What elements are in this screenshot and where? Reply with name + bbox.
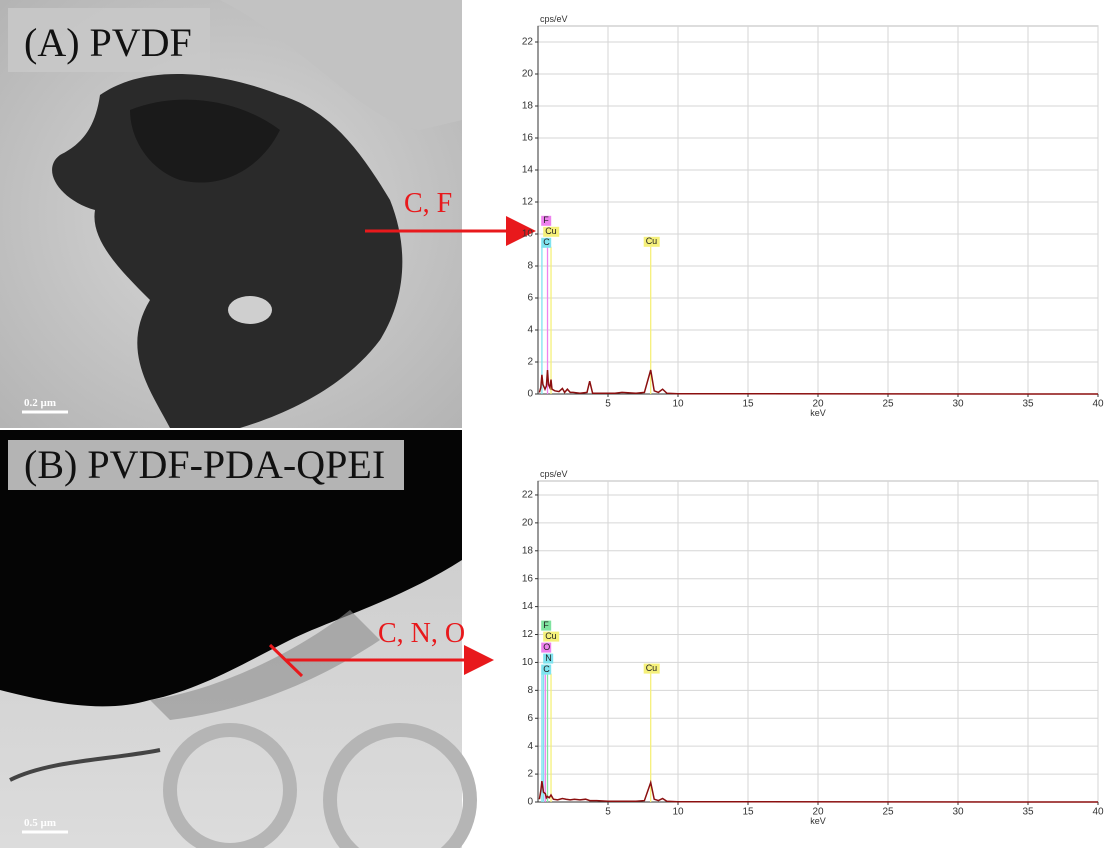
y-tick-label: 10: [522, 657, 534, 668]
y-tick-label: 14: [522, 165, 534, 176]
x-tick-label: 20: [812, 807, 824, 818]
y-tick-label: 22: [522, 37, 534, 48]
y-tick-label: 12: [522, 629, 534, 640]
scale-bar-label: 0.2 µm: [24, 397, 56, 409]
spectrum-line: [538, 779, 1099, 803]
y-tick-label: 18: [522, 545, 534, 556]
element-label: Cu: [646, 236, 658, 246]
y-axis-label: cps/eV: [540, 14, 568, 24]
y-tick-label: 16: [522, 133, 534, 144]
x-tick-label: 30: [952, 399, 964, 410]
element-label-bg: [541, 642, 552, 653]
element-label: C: [543, 237, 550, 247]
element-label: F: [543, 215, 549, 225]
element-label: Cu: [545, 631, 557, 641]
element-label: Cu: [646, 663, 658, 673]
x-tick-label: 30: [952, 807, 964, 818]
element-label: O: [543, 642, 550, 652]
y-tick-label: 4: [527, 325, 533, 336]
y-tick-label: 12: [522, 197, 534, 208]
element-label-bg: [541, 620, 552, 631]
y-tick-label: 0: [527, 797, 533, 808]
element-label: N: [545, 653, 552, 663]
element-label: C: [543, 664, 550, 674]
panel-label: (A) PVDF: [24, 20, 192, 65]
element-label-bg: [643, 663, 660, 674]
x-tick-label: 25: [882, 399, 894, 410]
y-tick-label: 20: [522, 518, 534, 529]
y-tick-label: 10: [522, 229, 534, 240]
element-label-bg: [643, 236, 660, 247]
x-tick-label: 40: [1092, 399, 1104, 410]
y-tick-label: 6: [527, 293, 533, 304]
y-tick-label: 16: [522, 573, 534, 584]
x-tick-label: 5: [605, 399, 611, 410]
y-axis-label: cps/eV: [540, 469, 568, 479]
element-label-bg: [541, 664, 552, 675]
tem-image-b: [0, 430, 477, 848]
x-tick-label: 20: [812, 399, 824, 410]
x-tick-label: 25: [882, 807, 894, 818]
element-label-bg: [543, 226, 560, 237]
element-label-bg: [543, 653, 554, 664]
x-tick-label: 15: [742, 807, 754, 818]
element-label-bg: [541, 215, 552, 226]
y-tick-label: 4: [527, 741, 533, 752]
y-tick-label: 18: [522, 101, 534, 112]
scale-bar-label: 0.5 µm: [24, 817, 56, 829]
element-label: Cu: [545, 226, 557, 236]
element-label: F: [543, 620, 549, 630]
y-tick-label: 6: [527, 713, 533, 724]
tem-image-a: [0, 0, 462, 428]
y-tick-label: 8: [527, 261, 533, 272]
y-tick-label: 0: [527, 389, 533, 400]
x-tick-label: 35: [1022, 807, 1034, 818]
x-axis-label: keV: [810, 408, 826, 418]
y-tick-label: 8: [527, 685, 533, 696]
x-tick-label: 15: [742, 399, 754, 410]
x-tick-label: 35: [1022, 399, 1034, 410]
x-tick-label: 40: [1092, 807, 1104, 818]
y-tick-label: 14: [522, 601, 534, 612]
y-tick-label: 20: [522, 69, 534, 80]
element-label-bg: [541, 237, 552, 248]
spectrum-line: [538, 369, 1099, 395]
annotation: C, N, O: [378, 618, 465, 649]
x-axis-label: keV: [810, 816, 826, 826]
y-tick-label: 2: [527, 769, 533, 780]
x-tick-label: 10: [672, 807, 684, 818]
x-tick-label: 10: [672, 399, 684, 410]
y-tick-label: 22: [522, 490, 534, 501]
x-tick-label: 5: [605, 807, 611, 818]
y-tick-label: 2: [527, 357, 533, 368]
element-label-bg: [543, 631, 560, 642]
annotation: C, F: [404, 188, 452, 219]
panel-label: (B) PVDF-PDA-QPEI: [24, 442, 385, 487]
